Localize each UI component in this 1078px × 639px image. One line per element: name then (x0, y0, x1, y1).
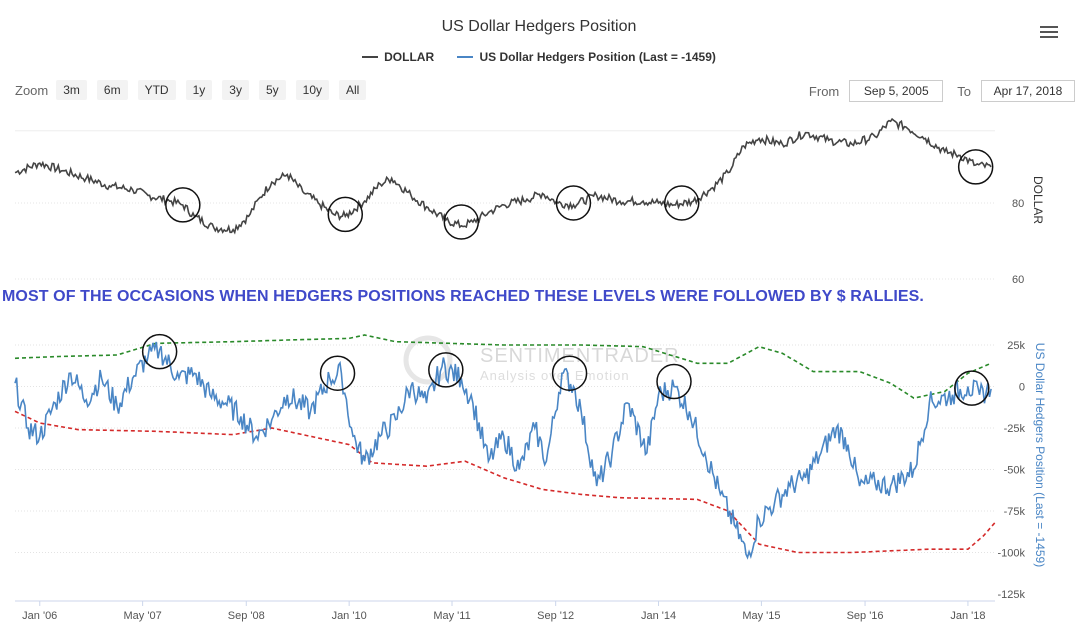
zoom-ytd-button[interactable]: YTD (137, 80, 176, 100)
y-tick-label-bottom: 0 (1019, 382, 1025, 394)
grid-lines (15, 130, 995, 602)
highlight-circle (428, 352, 464, 388)
zoom-3m-button[interactable]: 3m (56, 80, 87, 100)
y-tick-label-bottom: -75k (1004, 506, 1026, 518)
series-dollar-line (14, 117, 992, 235)
zoom-label: Zoom (15, 82, 49, 98)
highlight-circle (555, 185, 592, 221)
hamburger-menu-icon[interactable] (1040, 26, 1058, 40)
x-tick-label: Jan '14 (641, 610, 676, 622)
highlight-circle (957, 149, 994, 185)
x-tick-label: Sep '08 (228, 610, 265, 622)
zoom-1y-button[interactable]: 1y (185, 80, 213, 100)
from-label: From (808, 83, 840, 99)
to-label: To (957, 83, 971, 99)
zoom-5y-button[interactable]: 5y (258, 80, 286, 100)
legend-swatch-dollar (362, 56, 379, 58)
watermark-line2: Analysis over Emotion (480, 368, 630, 383)
legend-item-hedgers[interactable]: US Dollar Hedgers Position (Last = -1459… (457, 50, 716, 64)
zoom-controls: Zoom 3m 6m YTD 1y 3y 5y 10y All (15, 80, 376, 100)
y-tick-label-bottom: 25k (1007, 340, 1025, 352)
axes-layer: 80 60 DOLLAR 25k 0 -25k -50k -75k -100k -125k US D… (22, 176, 1047, 622)
legend-swatch-hedgers (457, 56, 474, 58)
legend-label-dollar: DOLLAR (384, 50, 435, 64)
y-tick-label-bottom: -100k (997, 548, 1025, 560)
highlight-circle (327, 196, 364, 233)
y-tick-label-bottom: -50k (1004, 465, 1026, 477)
x-tick-label: May '11 (433, 610, 470, 622)
x-tick-label: Sep '16 (847, 610, 884, 622)
highlight-circle (165, 187, 201, 223)
watermark-logo-icon (403, 335, 453, 385)
legend-label-hedgers: US Dollar Hedgers Position (Last = -1459… (479, 50, 716, 64)
series-hedgers-line (14, 341, 992, 560)
y-axis-title-bottom: US Dollar Hedgers Position (Last = -1459… (1033, 343, 1047, 567)
highlight-circle (656, 363, 692, 400)
y-axis-title-top: DOLLAR (1031, 176, 1045, 224)
from-date-input[interactable] (849, 80, 944, 102)
series-upper-band-line (14, 334, 992, 399)
highlight-circle (551, 355, 588, 391)
y-tick-label-bottom: -125k (997, 589, 1025, 601)
y-tick-label-top: 80 (1012, 198, 1024, 210)
series-lower-band-line (14, 410, 996, 554)
y-tick-label-top: 60 (1012, 274, 1024, 286)
highlight-circle (319, 355, 356, 391)
y-tick-label-bottom: -25k (1004, 423, 1026, 435)
highlight-circle (663, 185, 700, 221)
zoom-6m-button[interactable]: 6m (96, 80, 128, 100)
watermark: SENTIMENTRADER Analysis over Emotion (403, 335, 680, 385)
x-tick-label: Jan '06 (22, 610, 57, 622)
date-range: From To (809, 80, 1075, 102)
to-date-input[interactable] (981, 80, 1075, 102)
legend-item-dollar[interactable]: DOLLAR (362, 50, 434, 64)
highlight-circle (443, 204, 480, 240)
zoom-all-button[interactable]: All (339, 80, 367, 100)
x-tick-label: May '07 (124, 610, 162, 622)
zoom-10y-button[interactable]: 10y (295, 80, 329, 100)
annotation-text: MOST OF THE OCCASIONS WHEN HEDGERS POSIT… (2, 288, 924, 305)
legend: DOLLAR US Dollar Hedgers Position (Last … (0, 47, 1078, 64)
highlight-circle (141, 333, 178, 370)
x-tick-label: May '15 (742, 610, 780, 622)
x-tick-label: Sep '12 (537, 610, 574, 622)
series-layer (14, 117, 996, 560)
zoom-3y-button[interactable]: 3y (222, 80, 249, 100)
highlight-circle (954, 370, 990, 406)
x-tick-label: Jan '10 (332, 610, 367, 622)
watermark-line1: SENTIMENTRADER (480, 345, 680, 367)
chart-title: US Dollar Hedgers Position (441, 18, 637, 35)
x-tick-label: Jan '18 (950, 610, 985, 622)
highlight-circles (141, 149, 994, 406)
